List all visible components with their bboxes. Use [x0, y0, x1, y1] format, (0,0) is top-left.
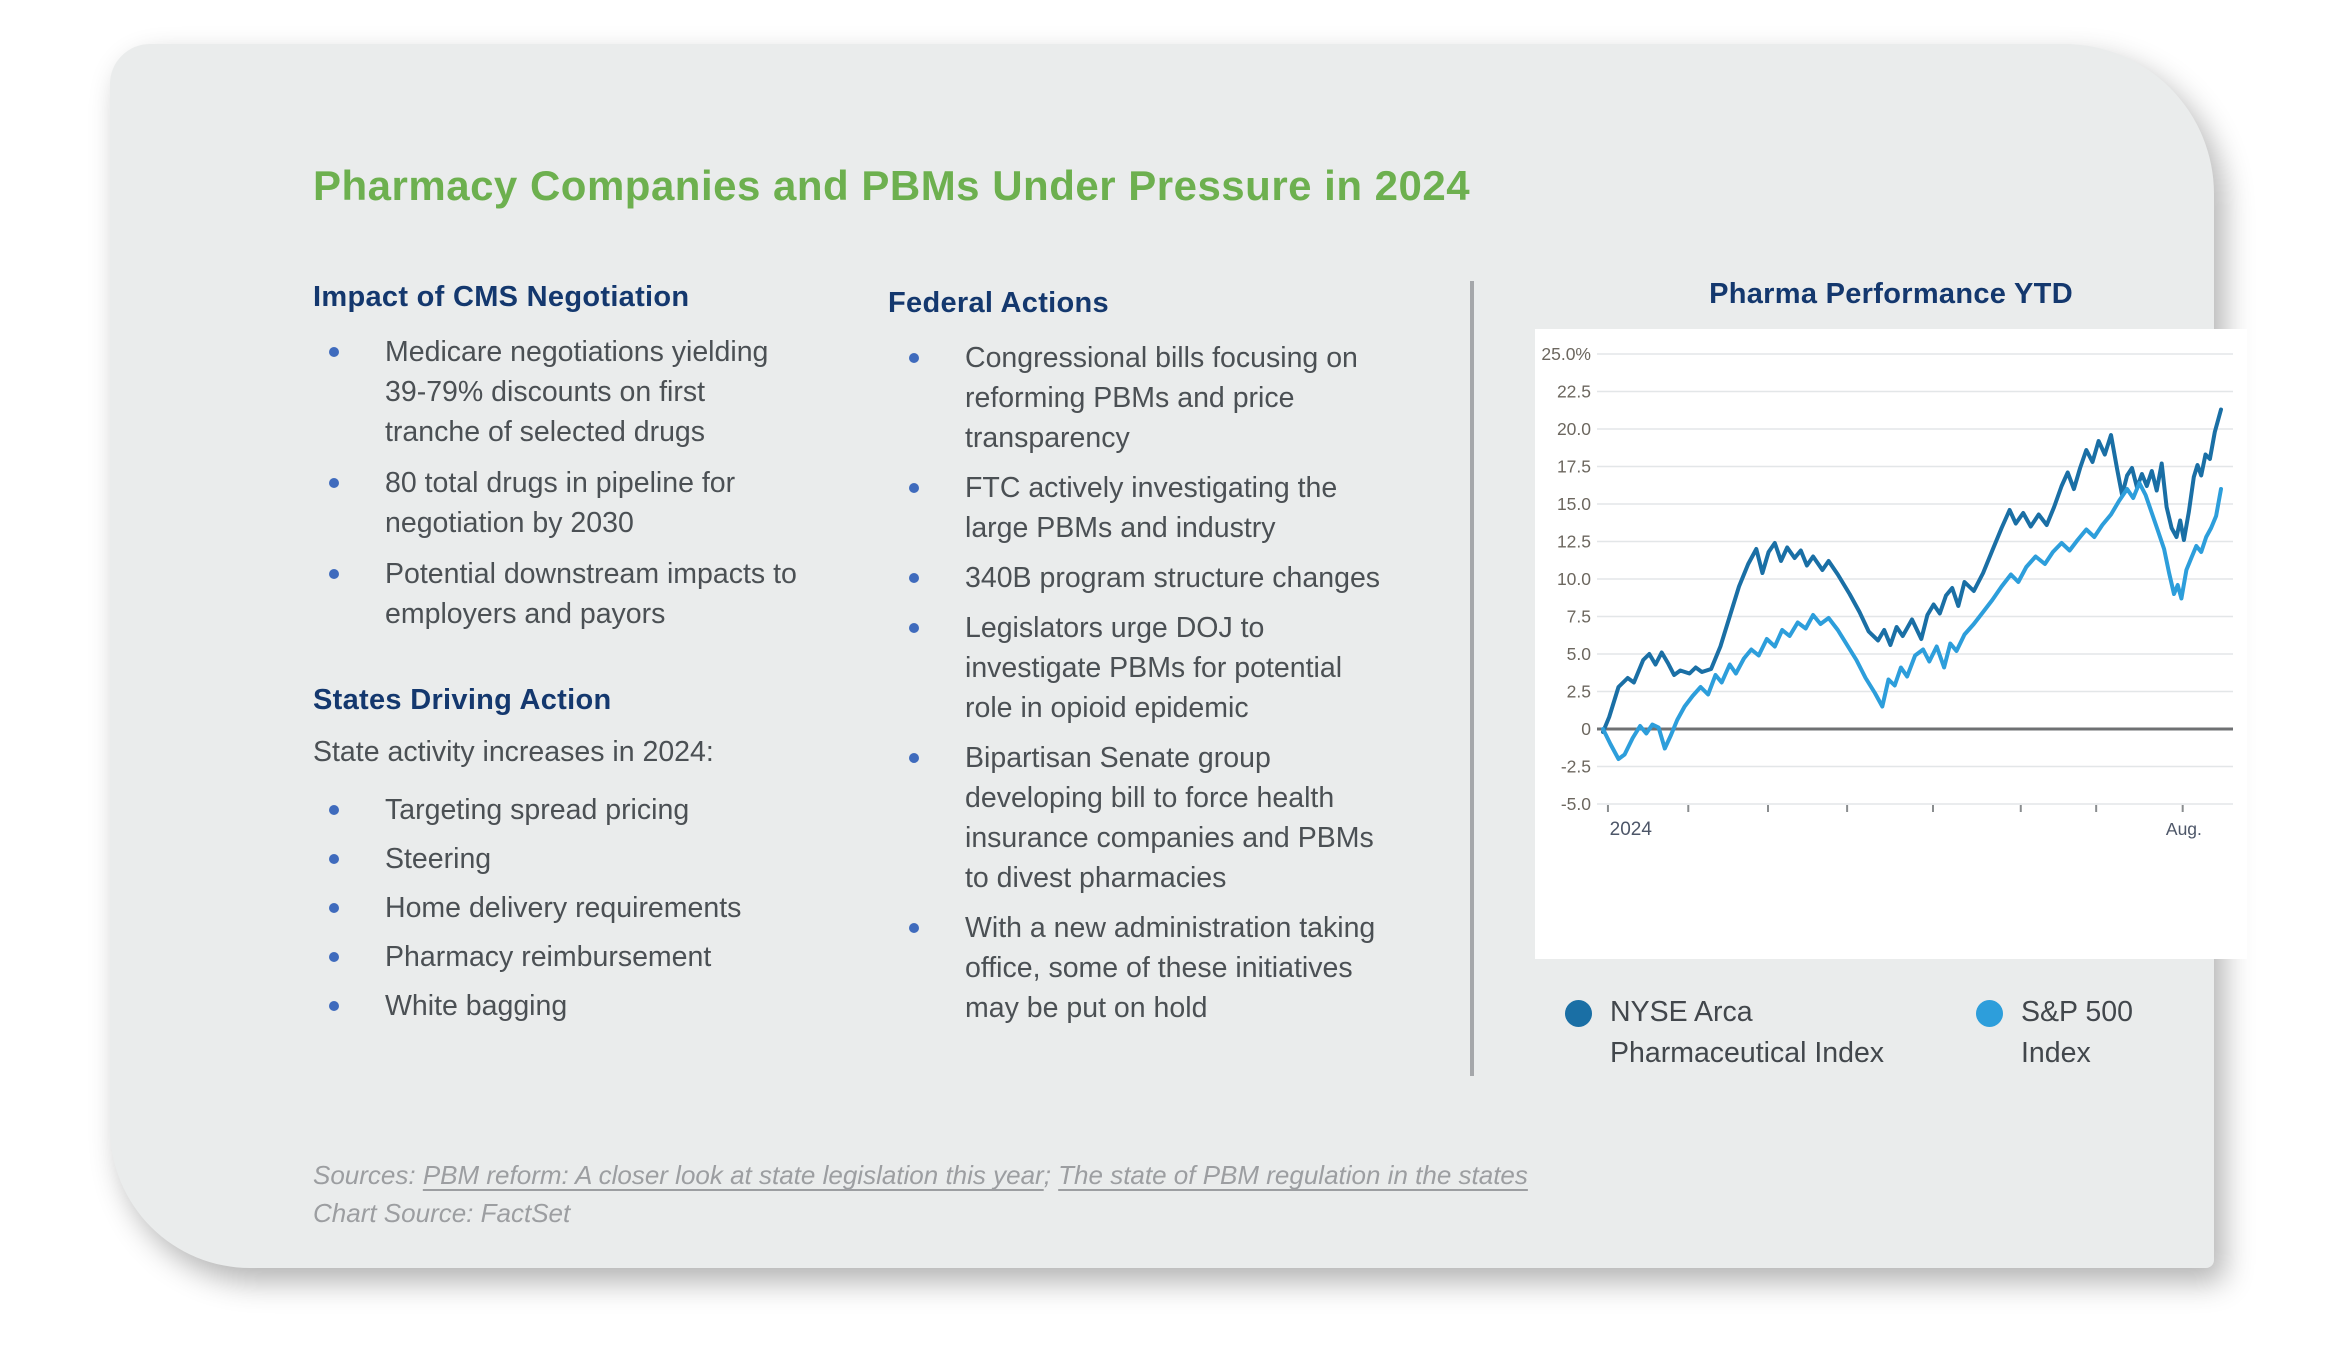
bullet-text: With a new administration taking office,…	[965, 912, 1376, 1024]
section-federal-actions: Federal Actions Congressional bills focu…	[888, 287, 1438, 1028]
bullet-dot-icon	[909, 623, 919, 633]
svg-text:0: 0	[1581, 719, 1591, 739]
svg-text:-2.5: -2.5	[1561, 757, 1591, 777]
bullet-text: Pharmacy reimbursement	[385, 941, 712, 973]
legend-dot-icon	[1976, 1000, 2003, 1027]
legend-label: S&P 500 Index	[2021, 996, 2133, 1069]
sources-footer: Sources: PBM reform: A closer look at st…	[313, 1156, 1813, 1232]
sources-separator: ;	[1043, 1160, 1059, 1190]
bullet-dot-icon	[909, 573, 919, 583]
section-cms-negotiation: Impact of CMS Negotiation Medicare negot…	[313, 281, 843, 634]
svg-text:10.0: 10.0	[1557, 569, 1591, 589]
legend-label: NYSE Arca Pharmaceutical Index	[1610, 996, 1885, 1069]
legend-item: NYSE Arca Pharmaceutical Index	[1565, 992, 1910, 1074]
bullet-item: Legislators urge DOJ to investigate PBMs…	[888, 608, 1385, 728]
legend-item: S&P 500 Index	[1976, 992, 2161, 1074]
states-intro-text: State activity increases in 2024:	[313, 736, 714, 768]
bullet-text: Targeting spread pricing	[385, 794, 690, 826]
bullet-item: Steering	[313, 839, 805, 879]
bullet-dot-icon	[329, 903, 339, 913]
chart-panel: 25.0% 22.5 20.0 17.5 15.0 12.5 10.0 7.5 5.0 2.5 0 -…	[1535, 329, 2247, 959]
bullet-item: Congressional bills focusing on reformin…	[888, 338, 1385, 458]
bullet-item: Home delivery requirements	[313, 888, 805, 928]
bullet-text: White bagging	[385, 990, 568, 1022]
svg-text:22.5: 22.5	[1557, 382, 1591, 402]
states-bullet-list: Targeting spread pricing Steering Home del…	[313, 790, 843, 1026]
bullet-text: Bipartisan Senate group developing bill …	[965, 742, 1374, 894]
column-left: Impact of CMS Negotiation Medicare negot…	[313, 281, 843, 1035]
line-chart: 25.0% 22.5 20.0 17.5 15.0 12.5 10.0 7.5 5.0 2.5 0 -…	[1541, 344, 2233, 840]
bullet-text: 340B program structure changes	[965, 562, 1381, 594]
section-heading-cms: Impact of CMS Negotiation	[313, 281, 690, 313]
bullet-item: Potential downstream impacts to employer…	[313, 554, 805, 634]
bullet-dot-icon	[329, 952, 339, 962]
vertical-divider	[1470, 281, 1474, 1076]
svg-text:7.5: 7.5	[1567, 607, 1591, 627]
svg-text:2024: 2024	[1610, 819, 1653, 840]
chart-legend: NYSE Arca Pharmaceutical Index S&P 500 I…	[1535, 992, 2247, 1074]
bullet-dot-icon	[329, 478, 339, 488]
federal-bullet-list: Congressional bills focusing on reformin…	[888, 338, 1438, 1028]
slide-card: Pharmacy Companies and PBMs Under Pressu…	[110, 44, 2247, 1268]
bullet-text: Steering	[385, 843, 492, 875]
svg-text:Aug.: Aug.	[2166, 819, 2202, 839]
chart-source-line: Chart Source: FactSet	[313, 1198, 571, 1228]
bullet-item: Medicare negotiations yielding 39-79% di…	[313, 332, 805, 452]
bullet-item: Bipartisan Senate group developing bill …	[888, 738, 1385, 898]
section-heading-federal: Federal Actions	[888, 287, 1109, 319]
source-link-1[interactable]: PBM reform: A closer look at state legis…	[422, 1160, 1044, 1190]
bullet-text: Congressional bills focusing on reformin…	[965, 342, 1358, 454]
bullet-item: 80 total drugs in pipeline for negotiati…	[313, 463, 805, 543]
legend-dot-icon	[1565, 1000, 1592, 1027]
bullet-dot-icon	[329, 805, 339, 815]
bullet-item: Pharmacy reimbursement	[313, 937, 805, 977]
page-title: Pharmacy Companies and PBMs Under Pressu…	[313, 162, 1471, 209]
bullet-dot-icon	[329, 347, 339, 357]
bullet-text: Potential downstream impacts to employer…	[385, 558, 797, 630]
section-states-action: States Driving Action State activity inc…	[313, 684, 843, 1026]
bullet-dot-icon	[909, 753, 919, 763]
bullet-text: Home delivery requirements	[385, 892, 742, 924]
bullet-item: FTC actively investigating the large PBM…	[888, 468, 1385, 548]
section-heading-states: States Driving Action	[313, 684, 612, 716]
bullet-text: 80 total drugs in pipeline for negotiati…	[385, 467, 736, 539]
bullet-item: 340B program structure changes	[888, 558, 1385, 598]
svg-text:20.0: 20.0	[1557, 419, 1591, 439]
chart-title: Pharma Performance YTD	[1709, 278, 2073, 310]
svg-text:2.5: 2.5	[1567, 682, 1591, 702]
bullet-item: Targeting spread pricing	[313, 790, 805, 830]
source-link-2[interactable]: The state of PBM regulation in the state…	[1058, 1160, 1528, 1190]
svg-text:5.0: 5.0	[1567, 644, 1592, 664]
svg-text:17.5: 17.5	[1557, 457, 1591, 477]
bullet-dot-icon	[329, 1001, 339, 1011]
bullet-text: Medicare negotiations yielding 39-79% di…	[385, 336, 769, 448]
bullet-dot-icon	[909, 483, 919, 493]
svg-text:15.0: 15.0	[1557, 494, 1591, 514]
bullet-item: With a new administration taking office,…	[888, 908, 1385, 1028]
svg-text:25.0%: 25.0%	[1541, 344, 1591, 364]
column-middle: Federal Actions Congressional bills focu…	[888, 287, 1438, 1038]
bullet-item: White bagging	[313, 986, 805, 1026]
bullet-dot-icon	[909, 353, 919, 363]
svg-text:12.5: 12.5	[1557, 532, 1591, 552]
svg-text:-5.0: -5.0	[1561, 794, 1591, 814]
bullet-text: FTC actively investigating the large PBM…	[965, 472, 1338, 544]
sources-prefix: Sources:	[313, 1160, 423, 1190]
cms-bullet-list: Medicare negotiations yielding 39-79% di…	[313, 332, 843, 634]
bullet-dot-icon	[329, 854, 339, 864]
bullet-text: Legislators urge DOJ to investigate PBMs…	[965, 612, 1343, 724]
bullet-dot-icon	[909, 923, 919, 933]
bullet-dot-icon	[329, 569, 339, 579]
sources-line: Sources: PBM reform: A closer look at st…	[313, 1156, 1813, 1194]
